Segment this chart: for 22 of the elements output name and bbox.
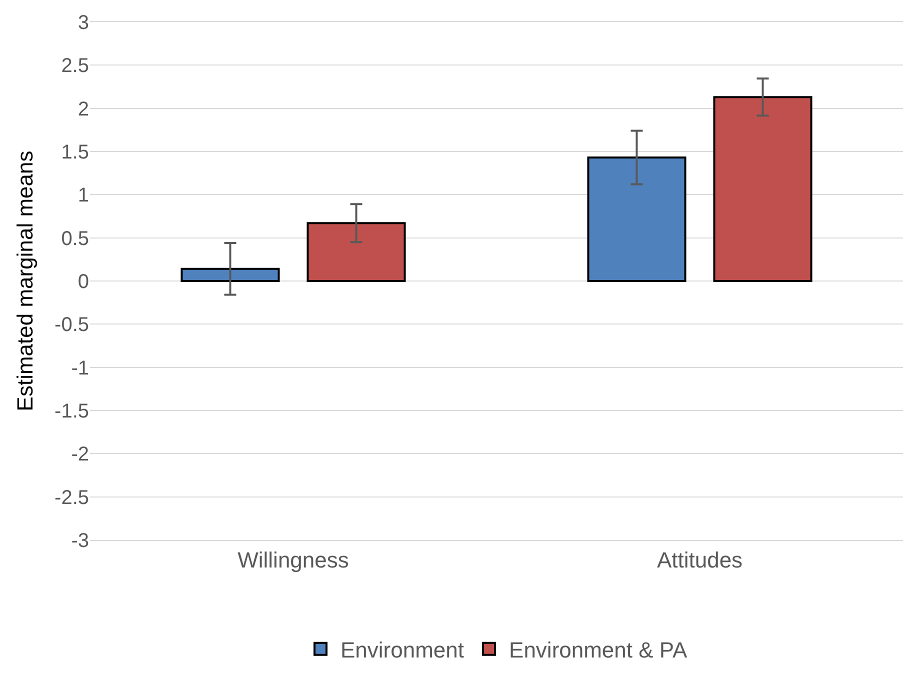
y-tick-label: 1 xyxy=(78,184,89,207)
y-tick-label: -2 xyxy=(71,444,89,466)
legend-label: Environment xyxy=(340,637,464,662)
y-axis-title: Estimated marginal means xyxy=(12,150,38,412)
bar xyxy=(306,222,406,282)
bar xyxy=(713,96,812,282)
y-tick-label: -1.5 xyxy=(54,400,89,422)
y-tick-label: -2.5 xyxy=(54,486,89,509)
y-tick-label: 2.5 xyxy=(61,55,89,78)
bar xyxy=(180,268,280,282)
y-tick-label: 3 xyxy=(78,12,89,34)
y-tick-label: -3 xyxy=(71,530,89,552)
legend-label: Environment & PA xyxy=(509,637,688,662)
x-tick-label: Attitudes xyxy=(656,547,743,572)
y-tick-label: -1 xyxy=(71,357,89,380)
x-tick-label: Willingness xyxy=(238,547,349,572)
y-tick-label: 1.5 xyxy=(61,142,89,164)
y-tick-label: 0 xyxy=(78,271,89,293)
y-tick-label: 2 xyxy=(78,98,89,120)
y-tick-label: -0.5 xyxy=(54,314,89,336)
y-tick-label: 0.5 xyxy=(61,228,89,250)
bar xyxy=(587,156,686,282)
